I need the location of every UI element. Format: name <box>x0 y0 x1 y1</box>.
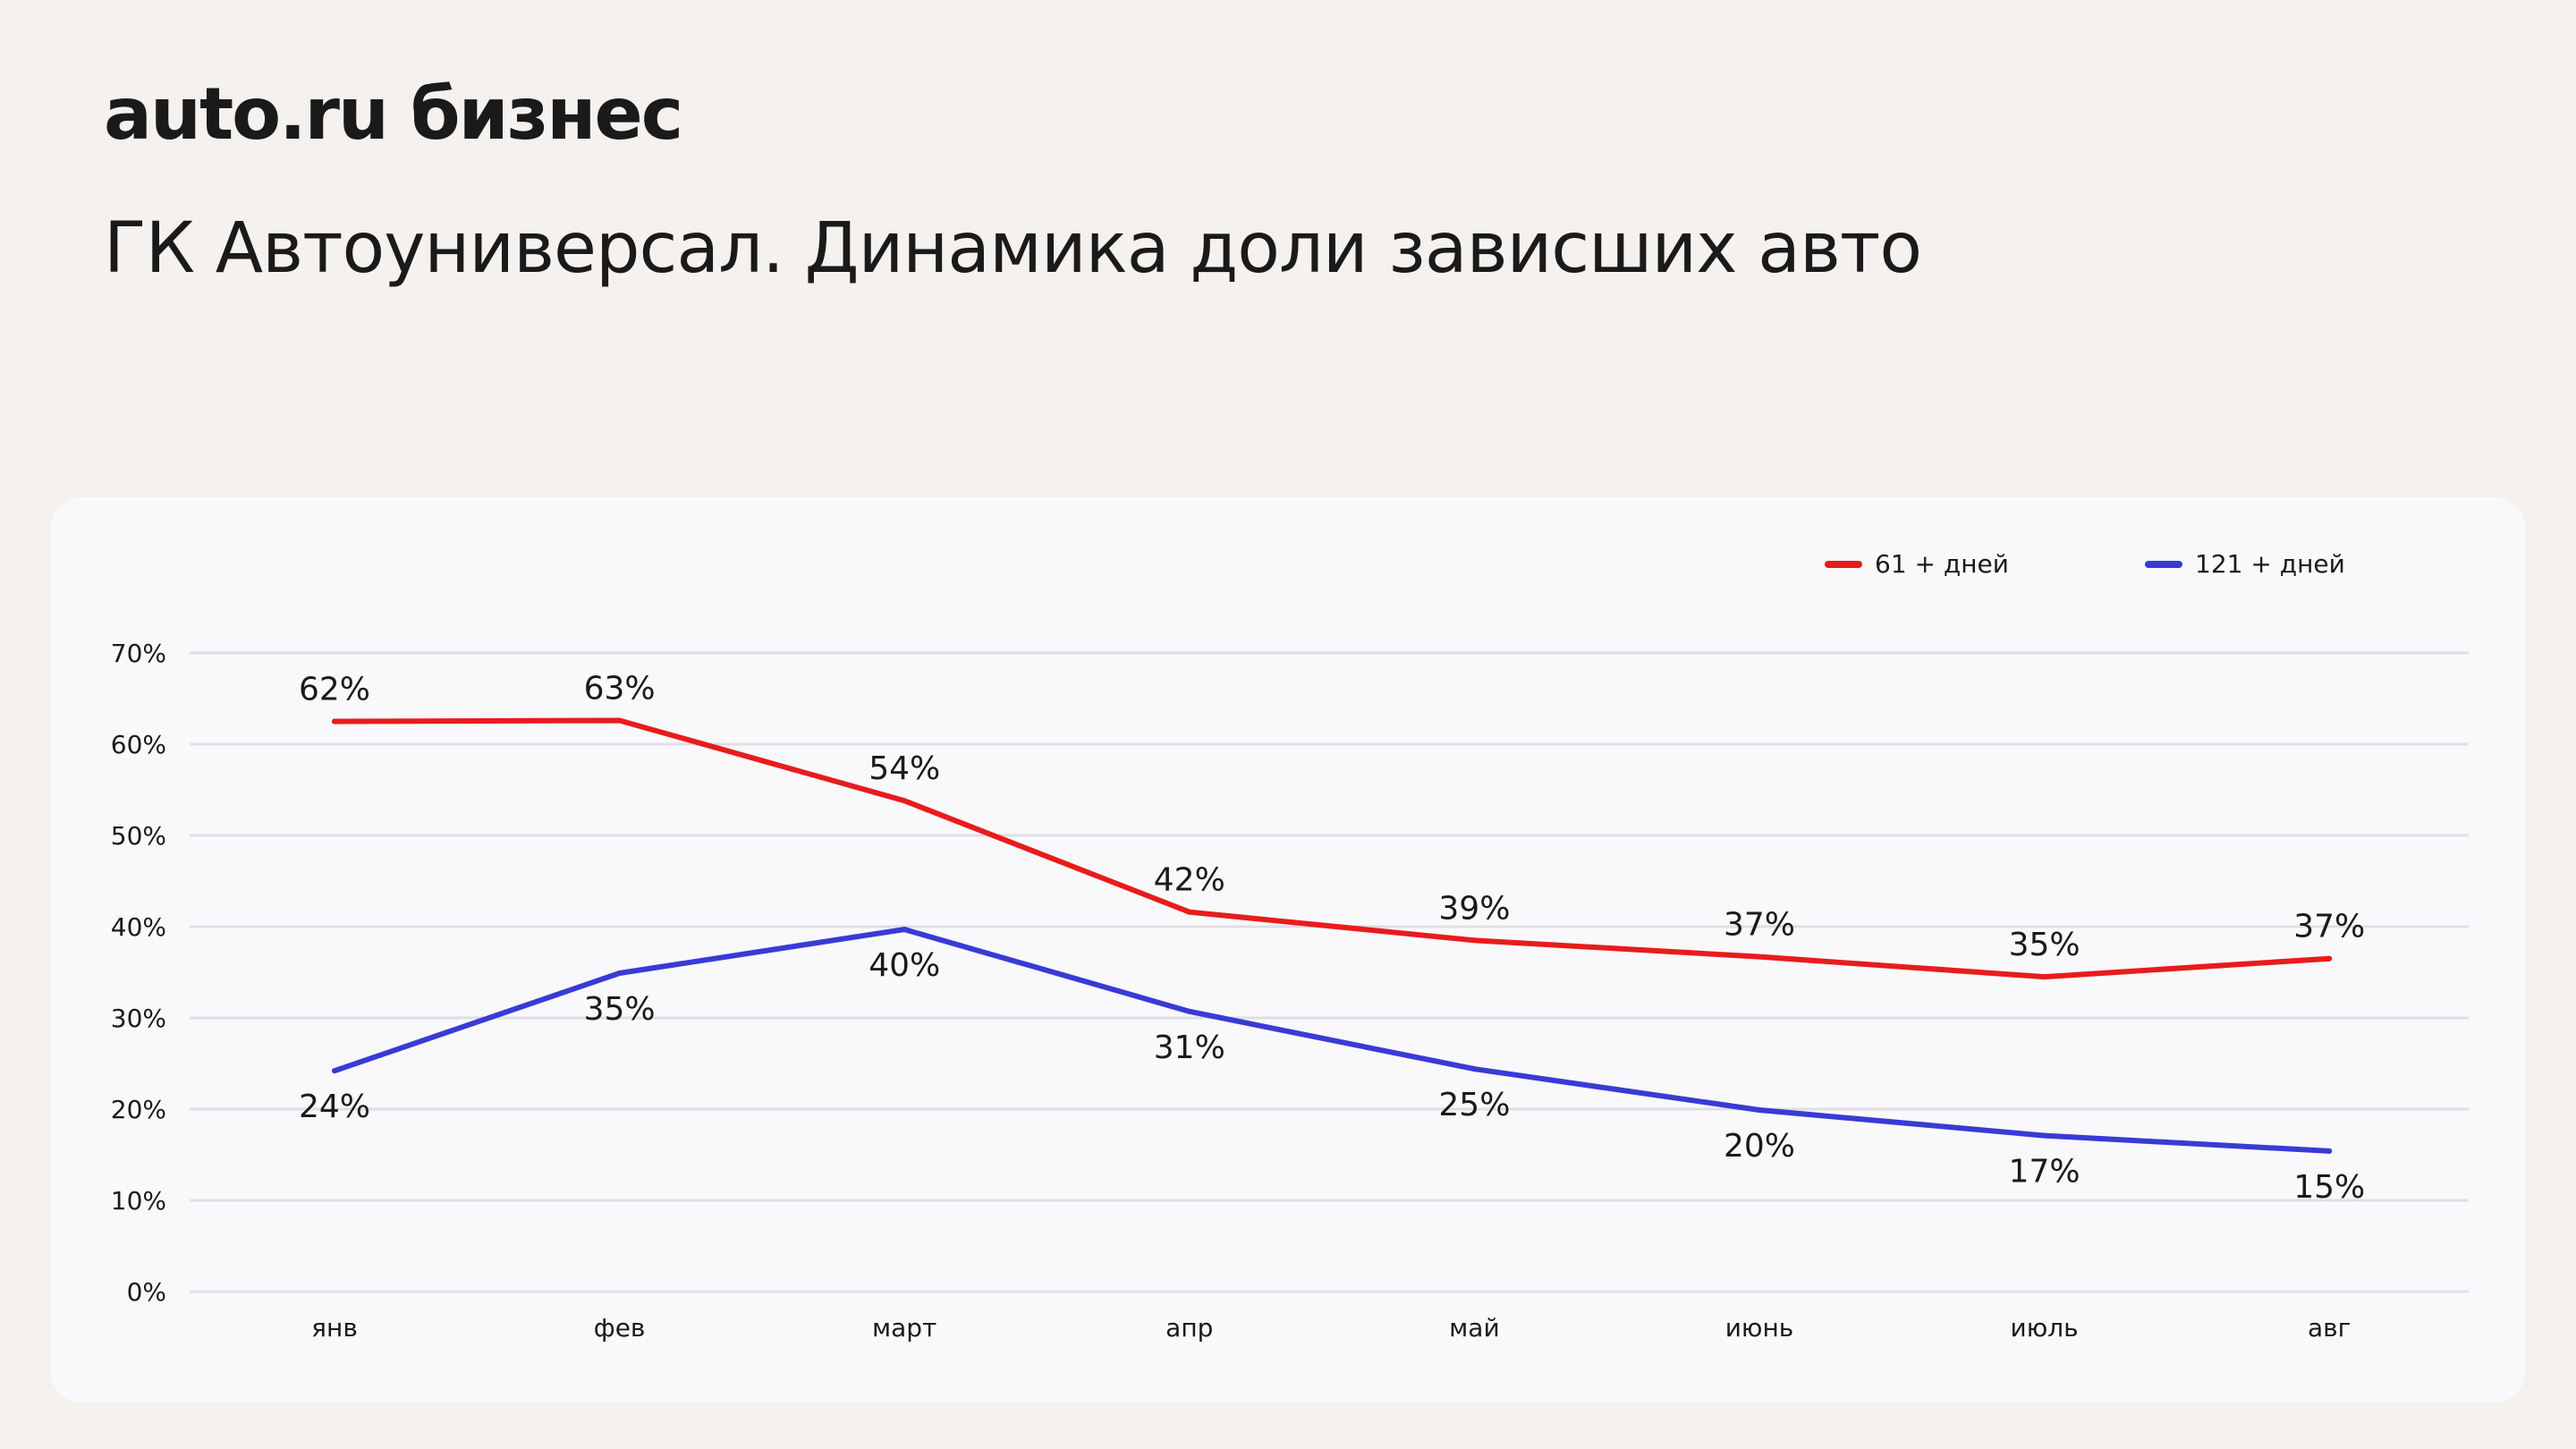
data-point <box>2326 1148 2333 1154</box>
y-tick-label: 20% <box>111 1095 166 1124</box>
y-tick-label: 60% <box>111 730 166 759</box>
data-label: 37% <box>2293 909 2365 945</box>
data-point <box>1471 1066 1478 1072</box>
data-point <box>1471 937 1478 944</box>
legend-item-121: 121 + дней <box>2145 549 2345 579</box>
brand-logo: auto.ru бизнес <box>104 72 683 156</box>
x-tick-label: авг <box>2308 1313 2351 1343</box>
x-tick-label: июль <box>2011 1313 2079 1343</box>
data-point <box>2041 974 2047 980</box>
data-point <box>1186 1008 1192 1014</box>
y-tick-label: 0% <box>127 1277 166 1307</box>
data-label: 42% <box>1154 862 1225 899</box>
legend-label-121: 121 + дней <box>2195 549 2345 579</box>
x-tick-label: фев <box>594 1313 646 1343</box>
data-label: 35% <box>584 991 656 1028</box>
chart-card: 61 + дней 121 + дней 0% 10% 20% 30% 40% 50% 60… <box>50 497 2526 1402</box>
data-label: 39% <box>1438 890 1510 927</box>
y-tick-label: 10% <box>111 1186 166 1216</box>
data-label: 15% <box>2293 1169 2365 1206</box>
data-label: 31% <box>1154 1030 1225 1066</box>
data-point <box>332 1068 337 1074</box>
x-tick-label: апр <box>1165 1313 1213 1343</box>
x-tick-label: май <box>1449 1313 1499 1343</box>
data-label: 37% <box>1724 907 1795 944</box>
data-point <box>902 927 908 933</box>
legend-item-61: 61 + дней <box>1825 549 2009 579</box>
data-point <box>616 970 623 977</box>
y-tick-label: 40% <box>111 912 166 942</box>
data-point <box>332 718 337 724</box>
legend-swatch-61 <box>1825 560 1862 568</box>
data-point <box>1186 909 1192 915</box>
data-point <box>616 717 623 724</box>
x-tick-label: март <box>872 1313 936 1343</box>
data-label: 20% <box>1724 1128 1795 1165</box>
x-tick-label: июнь <box>1725 1313 1794 1343</box>
data-point <box>902 798 908 804</box>
line-chart: 0% 10% 20% 30% 40% 50% 60% 70% янв фев март апр май и… <box>111 639 2469 1343</box>
data-label: 62% <box>299 672 370 708</box>
series-line-1 <box>332 927 2333 1154</box>
legend-label-61: 61 + дней <box>1875 549 2009 579</box>
data-label: 24% <box>299 1089 370 1125</box>
data-point <box>2326 955 2333 962</box>
data-label: 17% <box>2009 1154 2080 1191</box>
x-tick-label: янв <box>311 1313 358 1343</box>
data-point <box>1757 953 1762 960</box>
legend-swatch-121 <box>2145 560 2182 568</box>
y-tick-label: 50% <box>111 821 166 851</box>
chart-legend: 61 + дней 121 + дней <box>50 549 2526 585</box>
page-title: ГК Автоуниверсал. Динамика доли зависших… <box>104 208 1922 289</box>
data-label: 63% <box>584 670 656 707</box>
y-tick-label: 70% <box>111 639 166 668</box>
series-line-0 <box>332 717 2333 980</box>
data-label: 25% <box>1438 1087 1510 1123</box>
data-label: 54% <box>869 750 940 787</box>
data-point <box>1757 1107 1762 1114</box>
y-tick-label: 30% <box>111 1004 166 1033</box>
data-point <box>2041 1132 2047 1139</box>
data-label: 35% <box>2009 927 2080 963</box>
data-label: 40% <box>869 947 940 984</box>
